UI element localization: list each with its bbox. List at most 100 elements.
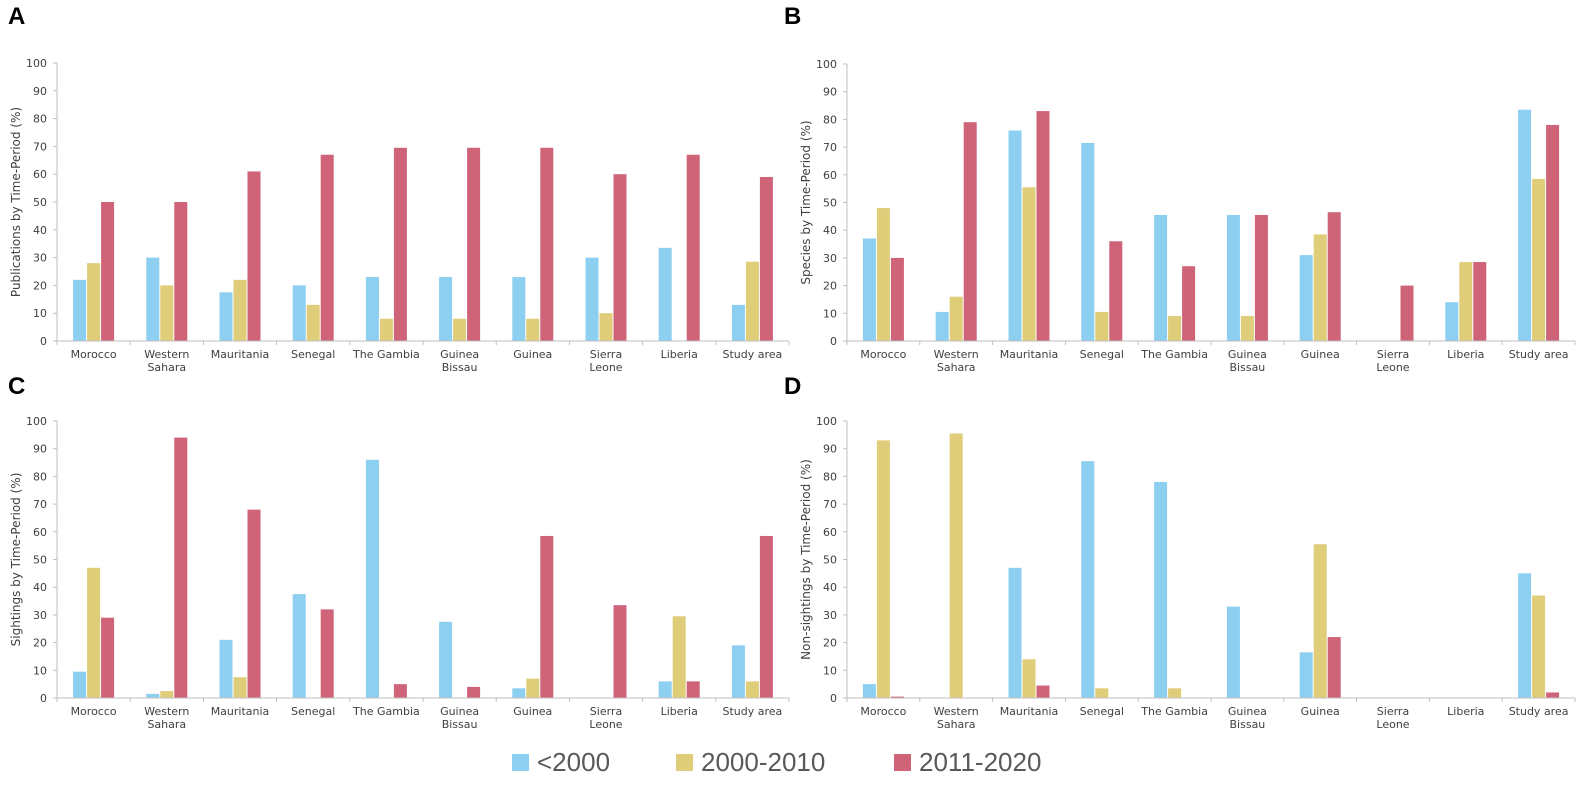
x-category-label-sierra-leone: Sierra Leone	[589, 705, 622, 731]
bar-lt2000-senegal	[292, 285, 306, 341]
bar-2000-2010-western-sahara	[949, 433, 963, 698]
y-tick-label: 80	[823, 470, 837, 483]
bar-lt2000-western-sahara	[935, 311, 949, 341]
legend-label-2000-2010: 2000-2010	[701, 746, 826, 777]
bar-lt2000-mauritania	[1008, 567, 1022, 698]
bar-2011-2020-mauritania	[1036, 685, 1050, 698]
bar-2011-2020-western-sahara	[174, 437, 188, 698]
bar-2000-2010-study-area	[745, 681, 759, 698]
bar-2000-2010-senegal	[1095, 688, 1109, 698]
bar-2000-2010-guinea-bissau	[453, 318, 467, 341]
bar-lt2000-western-sahara	[146, 257, 160, 341]
x-category-label-the-gambia: The Gambia	[352, 705, 420, 718]
bar-2011-2020-study-area	[1546, 692, 1560, 698]
y-tick-label: 70	[823, 141, 837, 154]
bar-lt2000-western-sahara	[146, 693, 160, 698]
x-category-label-senegal: Senegal	[291, 705, 335, 718]
x-category-label-mauritania: Mauritania	[211, 348, 270, 361]
bar-lt2000-guinea	[1299, 652, 1313, 698]
bar-lt2000-mauritania	[219, 639, 233, 698]
bar-2000-2010-western-sahara	[949, 296, 963, 341]
bar-lt2000-study-area	[731, 304, 745, 341]
bar-2011-2020-liberia	[686, 681, 700, 698]
y-tick-label: 0	[40, 692, 47, 705]
bar-lt2000-guinea-bissau	[1226, 214, 1240, 341]
y-tick-label: 90	[33, 443, 47, 456]
x-category-label-western-sahara: Western Sahara	[934, 348, 979, 374]
bar-2011-2020-guinea	[1327, 212, 1341, 341]
bar-2011-2020-study-area	[1546, 124, 1560, 341]
bar-2011-2020-study-area	[759, 176, 773, 341]
bar-2011-2020-senegal	[320, 154, 334, 341]
y-tick-label: 30	[823, 252, 837, 265]
bar-2000-2010-morocco	[876, 208, 890, 341]
bar-lt2000-guinea-bissau	[1226, 606, 1240, 698]
bar-lt2000-morocco	[862, 238, 876, 341]
y-tick-label: 20	[823, 637, 837, 650]
bar-2011-2020-guinea-bissau	[467, 686, 481, 698]
x-category-label-morocco: Morocco	[71, 705, 117, 718]
bar-2000-2010-study-area	[1532, 595, 1546, 698]
bar-2000-2010-liberia	[1459, 262, 1473, 341]
y-tick-label: 80	[823, 113, 837, 126]
x-category-label-guinea: Guinea	[1301, 348, 1340, 361]
bar-lt2000-sierra-leone	[585, 257, 599, 341]
bar-2011-2020-mauritania	[1036, 111, 1050, 341]
x-category-label-senegal: Senegal	[291, 348, 335, 361]
y-tick-label: 50	[823, 197, 837, 210]
x-category-label-liberia: Liberia	[1447, 705, 1484, 718]
x-category-label-guinea-bissau: Guinea Bissau	[440, 348, 479, 374]
x-category-label-guinea: Guinea	[513, 705, 552, 718]
x-category-label-guinea-bissau: Guinea Bissau	[1228, 348, 1267, 374]
x-category-label-guinea-bissau: Guinea Bissau	[440, 705, 479, 731]
bar-2011-2020-guinea	[540, 535, 554, 698]
bar-2000-2010-guinea	[1313, 234, 1327, 341]
bar-2000-2010-morocco	[876, 440, 890, 698]
y-tick-label: 60	[823, 169, 837, 182]
legend-label-lt2000: <2000	[537, 746, 611, 777]
bar-2000-2010-mauritania	[233, 279, 247, 341]
y-tick-label: 0	[830, 335, 837, 348]
legend-swatch-2000-2010	[676, 753, 693, 771]
bar-2011-2020-the-gambia	[1182, 266, 1196, 341]
bar-2000-2010-the-gambia	[379, 318, 393, 341]
x-category-label-the-gambia: The Gambia	[352, 348, 420, 361]
bar-2000-2010-western-sahara	[160, 285, 174, 341]
x-category-label-morocco: Morocco	[860, 705, 906, 718]
bar-2000-2010-the-gambia	[1168, 316, 1182, 341]
bar-lt2000-mauritania	[1008, 130, 1022, 341]
bar-lt2000-liberia	[658, 681, 672, 698]
bar-2011-2020-western-sahara	[174, 202, 188, 341]
y-tick-label: 40	[33, 224, 47, 237]
y-tick-label: 40	[33, 581, 47, 594]
y-tick-label: 10	[823, 664, 837, 677]
panel-d: D Non-sightings by Time-Period (%) 0 10 20 30…	[784, 373, 1576, 731]
x-category-label-liberia: Liberia	[661, 705, 698, 718]
bar-2000-2010-study-area	[1532, 178, 1546, 341]
bar-lt2000-the-gambia	[365, 277, 379, 341]
x-category-label-sierra-leone: Sierra Leone	[589, 348, 622, 374]
bar-lt2000-guinea	[512, 277, 526, 341]
bar-2011-2020-western-sahara	[963, 122, 977, 341]
x-category-label-mauritania: Mauritania	[1000, 348, 1059, 361]
bar-lt2000-senegal	[1081, 461, 1095, 698]
x-category-label-guinea-bissau: Guinea Bissau	[1228, 705, 1267, 731]
bar-lt2000-the-gambia	[1154, 481, 1168, 698]
bar-2000-2010-guinea	[526, 318, 540, 341]
y-tick-label: 80	[33, 470, 47, 483]
x-category-label-morocco: Morocco	[860, 348, 906, 361]
bar-2000-2010-guinea	[526, 678, 540, 698]
y-tick-label: 70	[33, 498, 47, 511]
bar-2000-2010-morocco	[87, 567, 101, 698]
bar-2011-2020-liberia	[686, 154, 700, 341]
bar-2000-2010-guinea-bissau	[1240, 316, 1254, 341]
bar-2000-2010-guinea	[1313, 544, 1327, 698]
y-axis-title: Species by Time-Period (%)	[799, 120, 813, 284]
bar-2000-2010-the-gambia	[1168, 688, 1182, 698]
y-tick-label: 100	[26, 415, 47, 428]
panel-letter: D	[784, 373, 801, 400]
y-tick-label: 100	[26, 57, 47, 70]
legend-item-lt2000: <2000	[512, 744, 610, 780]
x-category-label-study-area: Study area	[723, 705, 783, 718]
y-tick-label: 0	[830, 692, 837, 705]
